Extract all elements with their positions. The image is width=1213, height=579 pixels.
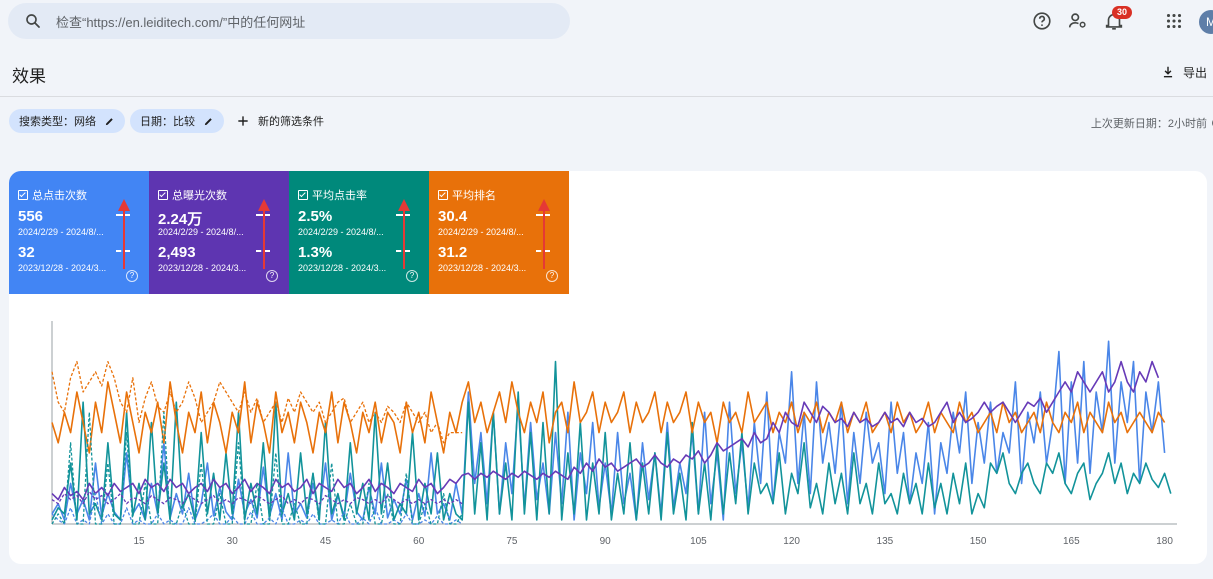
x-tick-label: 90 — [600, 536, 612, 547]
metric-card-impressions[interactable]: 总曝光次数 2.24万 2024/2/29 - 2024/8/... 2,493 202… — [149, 171, 289, 294]
add-filter-button[interactable]: 新的筛选条件 — [236, 109, 324, 133]
search-bar[interactable] — [8, 3, 570, 41]
series-line-7-previous — [51, 490, 463, 505]
metric-card-label: 总点击次数 — [18, 187, 87, 203]
metric-label: 平均排名 — [452, 190, 496, 202]
filter-chip-label: 搜索类型：网络 — [19, 116, 96, 128]
help-circle-icon[interactable]: ? — [406, 270, 418, 282]
metric-value-current: 2.5% — [298, 208, 333, 225]
manage-accounts-icon[interactable] — [1067, 10, 1089, 32]
search-input[interactable] — [54, 3, 558, 41]
last-updated-text: 上次更新日期：2小时前 — [1090, 118, 1207, 130]
metric-card-label: 平均点击率 — [298, 187, 367, 203]
metric-card-ctr[interactable]: 平均点击率 2.5% 2024/2/29 - 2024/8/... 1.3% 2023/… — [289, 171, 429, 294]
checkbox-checked-icon[interactable] — [18, 190, 28, 200]
metric-value-previous: 31.2 — [438, 244, 468, 261]
apps-grid-icon[interactable] — [1163, 10, 1185, 32]
help-circle-icon[interactable]: ? — [126, 270, 138, 282]
metric-label: 总点击次数 — [32, 190, 87, 202]
checkbox-checked-icon[interactable] — [158, 190, 168, 200]
help-circle-icon[interactable]: ? — [266, 270, 278, 282]
download-icon — [1163, 66, 1173, 78]
export-button[interactable]: 导出 — [1161, 62, 1207, 82]
x-tick-label: 75 — [506, 536, 518, 547]
add-filter-label: 新的筛选条件 — [258, 116, 324, 128]
series-line-0-current — [51, 340, 1166, 521]
filter-chip-date[interactable]: 日期：比较 — [130, 109, 224, 133]
x-tick-label: 60 — [413, 536, 425, 547]
x-tick-label: 135 — [877, 536, 894, 547]
series-line-3-current — [51, 360, 1160, 501]
x-tick-label: 120 — [783, 536, 800, 547]
x-tick-label: 45 — [320, 536, 332, 547]
header-divider — [0, 96, 1213, 97]
x-tick-label: 165 — [1063, 536, 1080, 547]
help-circle-icon[interactable]: ? — [546, 270, 558, 282]
red-arrow-annotation-icon — [258, 199, 270, 269]
red-arrow-annotation-icon — [118, 199, 130, 269]
avatar[interactable]: M — [1199, 10, 1213, 34]
last-updated: 上次更新日期：2小时前 — [1091, 115, 1213, 131]
performance-panel: 总点击次数 556 2024/2/29 - 2024/8/... 32 2023/12/… — [9, 171, 1207, 564]
x-tick-label: 30 — [227, 536, 239, 547]
metric-card-label: 平均排名 — [438, 187, 496, 203]
metric-value-previous: 32 — [18, 244, 35, 261]
page-title: 效果 — [12, 67, 46, 86]
metric-value-current: 556 — [18, 208, 44, 225]
red-arrow-annotation-icon — [538, 199, 550, 269]
export-label: 导出 — [1183, 65, 1208, 80]
edit-pencil-icon — [105, 117, 113, 125]
filter-chip-label: 日期：比较 — [140, 116, 195, 128]
plus-icon — [238, 116, 248, 126]
top-bar: 30 M — [0, 0, 1213, 44]
checkbox-checked-icon[interactable] — [438, 190, 448, 200]
performance-chart: 15 30 45 60 75 90 105 120 135 150 165 180 — [51, 321, 1177, 547]
series-line-6-previous — [51, 411, 463, 525]
edit-pencil-icon — [204, 117, 212, 125]
metric-value-current: 30.4 — [438, 208, 468, 225]
metric-label: 平均点击率 — [312, 190, 367, 202]
series-line-2-current — [51, 381, 1166, 454]
x-tick-label: 105 — [690, 536, 707, 547]
metric-label: 总曝光次数 — [172, 190, 227, 202]
red-arrow-annotation-icon — [398, 199, 410, 269]
metric-value-current: 2.24万 — [158, 211, 203, 228]
metric-value-previous: 2,493 — [158, 244, 196, 261]
checkbox-checked-icon[interactable] — [298, 190, 308, 200]
metric-value-previous: 1.3% — [298, 244, 333, 261]
help-circle-icon[interactable] — [1031, 10, 1053, 32]
metric-card-clicks[interactable]: 总点击次数 556 2024/2/29 - 2024/8/... 32 2023/12/… — [9, 171, 149, 294]
metric-card-label: 总曝光次数 — [158, 187, 227, 203]
search-icon — [26, 14, 40, 28]
x-tick-label: 15 — [133, 536, 145, 547]
x-tick-label: 180 — [1156, 536, 1173, 547]
filter-chip-search-type[interactable]: 搜索类型：网络 — [9, 109, 125, 133]
x-tick-label: 150 — [970, 536, 987, 547]
notification-count-badge: 30 — [1112, 6, 1132, 19]
metric-card-position[interactable]: 平均排名 30.4 2024/2/29 - 2024/8/... 31.2 2023/1… — [429, 171, 569, 294]
